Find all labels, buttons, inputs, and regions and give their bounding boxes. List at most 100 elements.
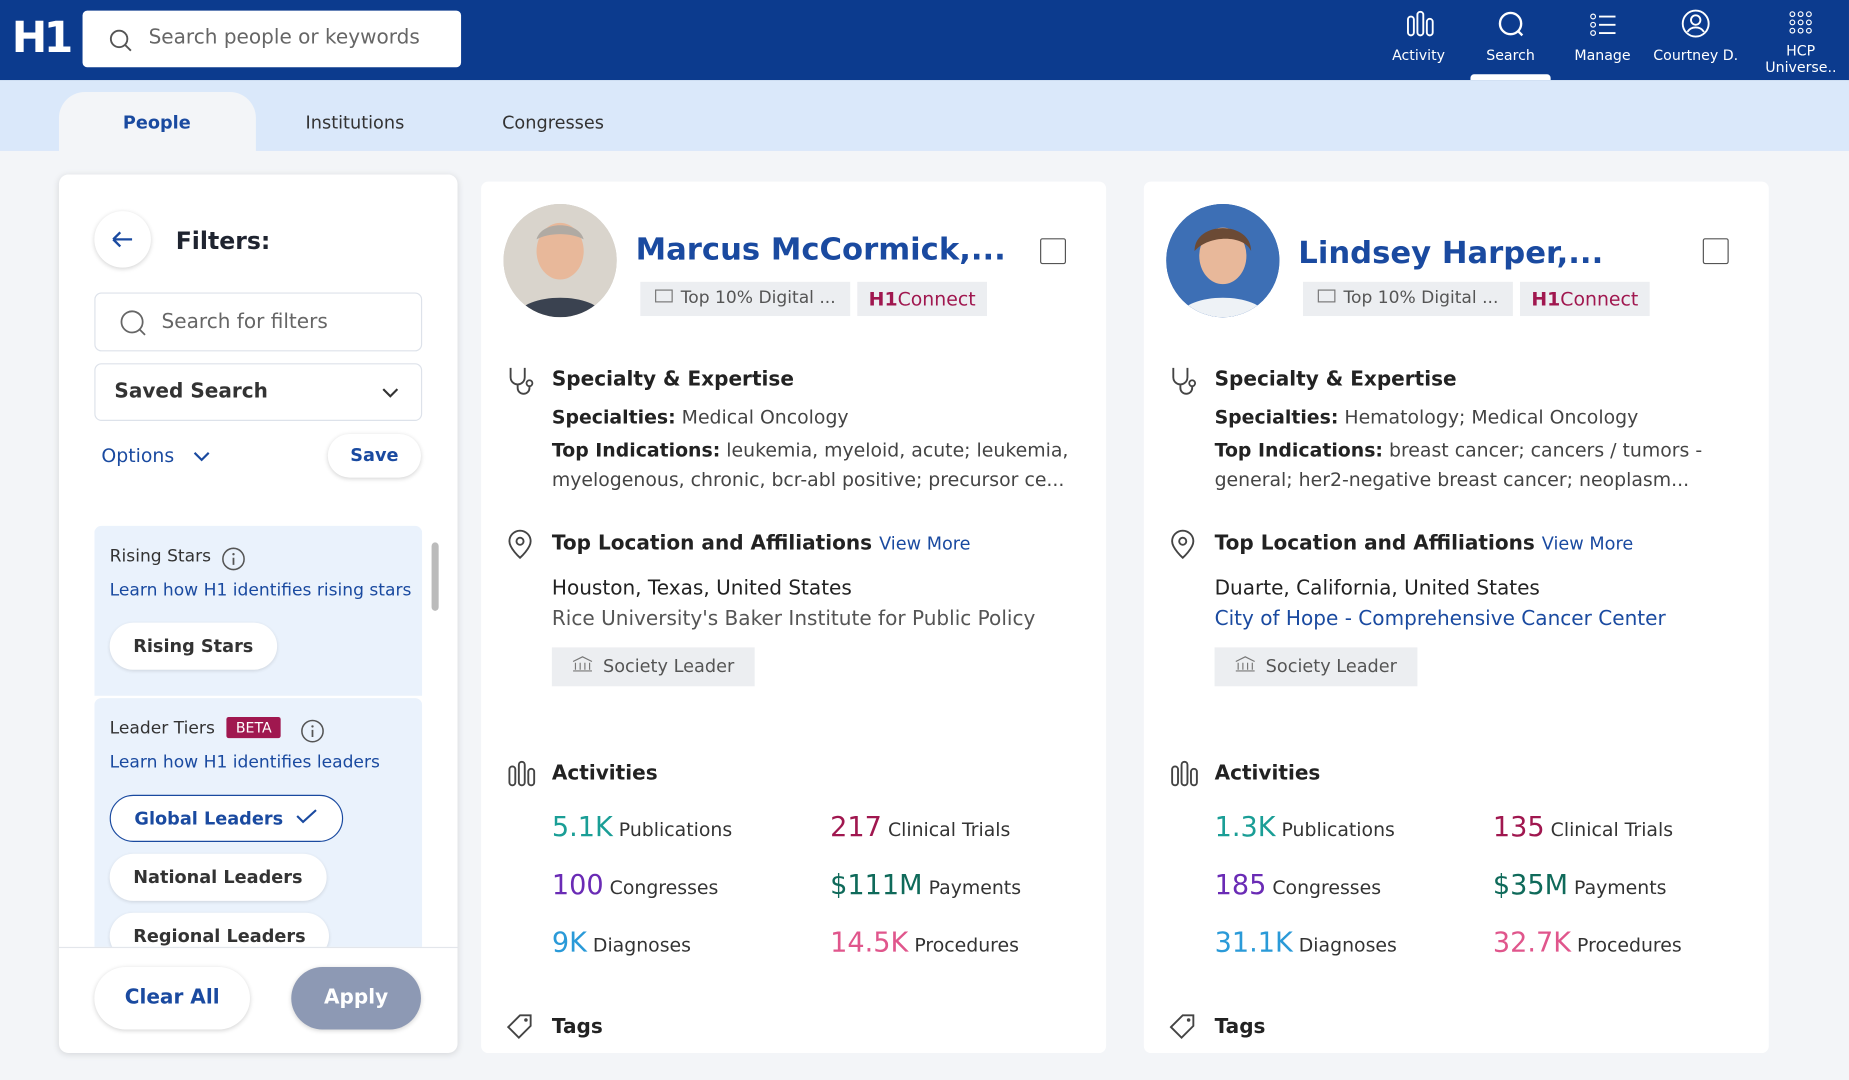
- badge-text: Top 10% Digital ...: [1343, 288, 1499, 308]
- metric-label: Diagnoses: [592, 933, 691, 957]
- filter-chip[interactable]: National Leaders: [109, 853, 327, 901]
- saved-search[interactable]: Saved Search: [94, 363, 423, 421]
- metric-value: 32.7K: [1492, 928, 1572, 959]
- chip-label: Rising Stars: [133, 635, 254, 657]
- badge-text: Top 10% Digital ...: [680, 288, 836, 308]
- metric-value: 9K: [551, 928, 587, 959]
- metric-label: Procedures: [1577, 933, 1682, 957]
- section-heading: Tags: [551, 1015, 603, 1039]
- activity-metric: 100 Congresses: [552, 870, 718, 901]
- search-icon: [109, 29, 132, 52]
- society-text: Society Leader: [1265, 655, 1397, 677]
- hcp-name[interactable]: Lindsey Harper,...: [1298, 235, 1604, 272]
- metric-label: Diagnoses: [1298, 933, 1397, 957]
- select-checkbox[interactable]: [1040, 238, 1066, 265]
- connect-logo: H1: [1531, 287, 1561, 311]
- back-button[interactable]: [94, 211, 151, 268]
- metric-value: 5.1K: [551, 812, 613, 844]
- hcp-card: Lindsey Harper,... Top 10% Digital ... H1C…: [1143, 181, 1769, 1054]
- nav-item[interactable]: Manage: [1555, 9, 1649, 64]
- icon: [505, 366, 536, 401]
- filter-chip[interactable]: Global Leaders: [109, 794, 344, 842]
- filter-chip[interactable]: Regional Leaders: [109, 912, 330, 947]
- affiliation[interactable]: City of Hope - Comprehensive Cancer Cent…: [1214, 607, 1666, 631]
- activity-metric: 5.1K Publications: [552, 812, 732, 843]
- tab-bar: [0, 80, 1849, 151]
- metric-label: Payments: [928, 876, 1022, 899]
- value: breast cancer; cancers / tumors - genera…: [1214, 438, 1703, 491]
- logo[interactable]: H1: [11, 14, 74, 63]
- icon: [505, 759, 538, 797]
- connect-text: Connect: [897, 287, 976, 311]
- location: Houston, Texas, United States: [551, 576, 852, 601]
- location: Duarte, California, United States: [1214, 576, 1540, 601]
- nav-label: Manage: [1574, 47, 1631, 64]
- search-box[interactable]: Search people or keywords: [82, 10, 462, 68]
- icon: [1167, 529, 1198, 564]
- check-icon: [283, 808, 318, 829]
- filter-search[interactable]: Search for filters: [94, 292, 423, 352]
- hcp-name[interactable]: Marcus McCormick,...: [635, 232, 1006, 268]
- metric-value: 14.5K: [830, 928, 909, 959]
- nav-item[interactable]: Activity: [1371, 9, 1465, 64]
- affiliation: Rice University's Baker Institute for Pu…: [551, 607, 1036, 631]
- value: Medical Oncology: [681, 405, 849, 429]
- view-more-link[interactable]: View More: [1541, 532, 1634, 555]
- nav-item[interactable]: Search: [1463, 9, 1557, 64]
- heading-text: Top Location and Affiliations: [1214, 531, 1535, 556]
- filter-chip[interactable]: Rising Stars: [109, 622, 277, 670]
- tab[interactable]: People: [122, 112, 191, 134]
- connect-logo: H1: [868, 287, 898, 311]
- scrollbar[interactable]: [431, 542, 439, 611]
- save-button[interactable]: Save: [327, 433, 421, 478]
- connect-badge: H1Connect: [857, 281, 987, 317]
- specialties: Specialties: Hematology; Medical Oncolog…: [1215, 406, 1639, 428]
- section-title: Rising Stars: [109, 547, 212, 567]
- nav-label: Activity: [1392, 47, 1446, 64]
- section-title: Leader Tiers: [109, 719, 215, 739]
- learn-link[interactable]: Learn how H1 identifies rising stars: [109, 581, 412, 601]
- active-tab-bg: [58, 91, 256, 151]
- active-indicator: [1470, 74, 1551, 81]
- metric-value: $35M: [1492, 870, 1569, 901]
- society-text: Society Leader: [602, 655, 735, 677]
- connect-badge: H1Connect: [1519, 281, 1650, 317]
- icon: [1167, 366, 1198, 401]
- beta-badge: BETA: [226, 716, 282, 739]
- nav-item[interactable]: HCP Universe..: [1753, 9, 1847, 75]
- section-heading: Tags: [1214, 1015, 1266, 1039]
- learn-link[interactable]: Learn how H1 identifies leaders: [109, 753, 380, 773]
- metric-label: Clinical Trials: [1550, 818, 1674, 841]
- apply-button[interactable]: Apply: [291, 966, 421, 1030]
- section-heading: Activities: [1214, 761, 1321, 786]
- nav-item[interactable]: Courtney D.: [1649, 9, 1743, 64]
- divider: [58, 946, 458, 949]
- select-checkbox[interactable]: [1702, 238, 1729, 265]
- activity-metric: 31.1K Diagnoses: [1215, 928, 1397, 959]
- label: Specialties:: [1214, 405, 1339, 429]
- metric-label: Procedures: [914, 933, 1019, 957]
- icon: [1167, 1013, 1198, 1048]
- metric-label: Publications: [618, 818, 733, 841]
- filter-search-placeholder: Search for filters: [161, 310, 328, 334]
- filter-sections: Rising Stars Learn how H1 identifies risi…: [94, 521, 423, 947]
- metric-label: Congresses: [1272, 876, 1382, 899]
- section-heading: Top Location and Affiliations View More: [552, 532, 971, 556]
- avatar: [1166, 204, 1280, 318]
- filters-title: Filters:: [175, 226, 271, 255]
- view-more-link[interactable]: View More: [879, 532, 971, 555]
- activity-metric: 217 Clinical Trials: [830, 812, 1010, 843]
- tab[interactable]: Institutions: [305, 112, 405, 134]
- clear-all-button[interactable]: Clear All: [94, 966, 250, 1030]
- options-toggle[interactable]: Options: [101, 445, 210, 467]
- society-chip: Society Leader: [1214, 647, 1418, 687]
- heading-text: Top Location and Affiliations: [551, 531, 873, 556]
- section-heading: Activities: [551, 761, 658, 786]
- section-heading: Top Location and Affiliations View More: [1215, 532, 1634, 556]
- nav-label: Courtney D.: [1653, 47, 1739, 64]
- section-heading: Specialty & Expertise: [1214, 367, 1457, 392]
- tab[interactable]: Congresses: [502, 112, 604, 134]
- activity-metric: 14.5K Procedures: [830, 928, 1019, 959]
- label: Top Indications:: [1214, 438, 1383, 462]
